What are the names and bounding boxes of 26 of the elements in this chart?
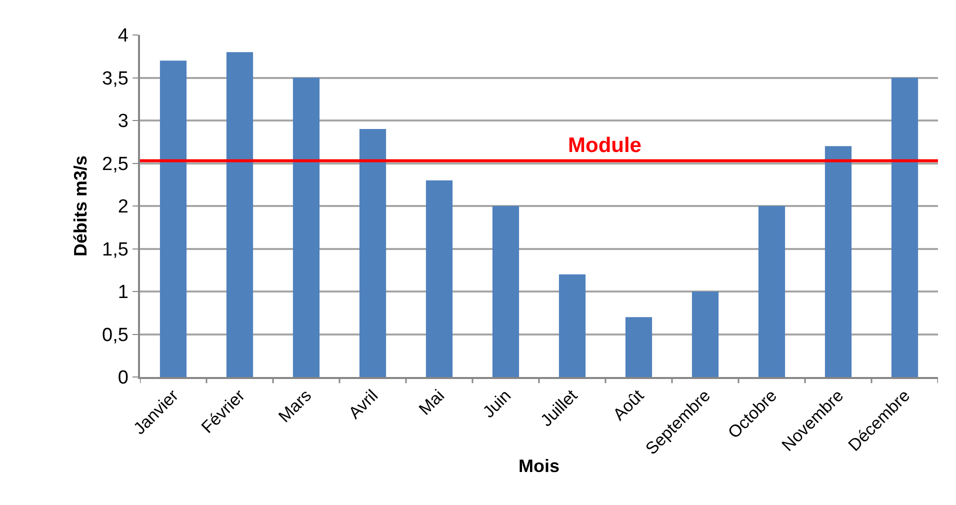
bar [492,206,520,377]
y-tick-label: 3 [118,111,128,132]
bar [160,60,187,377]
y-tick-label: 3,5 [102,68,128,90]
bar [692,292,719,377]
ref-line-label: Module [568,134,642,157]
y-tick-label: 1 [118,282,128,304]
bar [558,274,586,377]
bar [891,78,918,377]
bar [426,180,453,377]
bar [292,78,320,377]
bar [625,317,652,377]
y-tick-label: 4 [118,26,129,47]
y-tick-label: 1,5 [102,239,128,260]
x-tick-label: Juin [479,386,515,422]
y-axis-title: Débits m3/s [70,155,91,257]
y-tick-label: 2,5 [102,154,128,175]
x-axis-title: Mois [518,456,560,476]
x-tick-label: Mai [415,386,448,419]
y-tick-label: 0 [118,368,128,389]
bar [824,146,852,377]
y-tick-label: 0,5 [102,324,128,346]
bar [359,129,386,377]
y-tick-label: 2 [118,196,128,218]
bar [758,206,786,377]
bar [226,52,254,377]
